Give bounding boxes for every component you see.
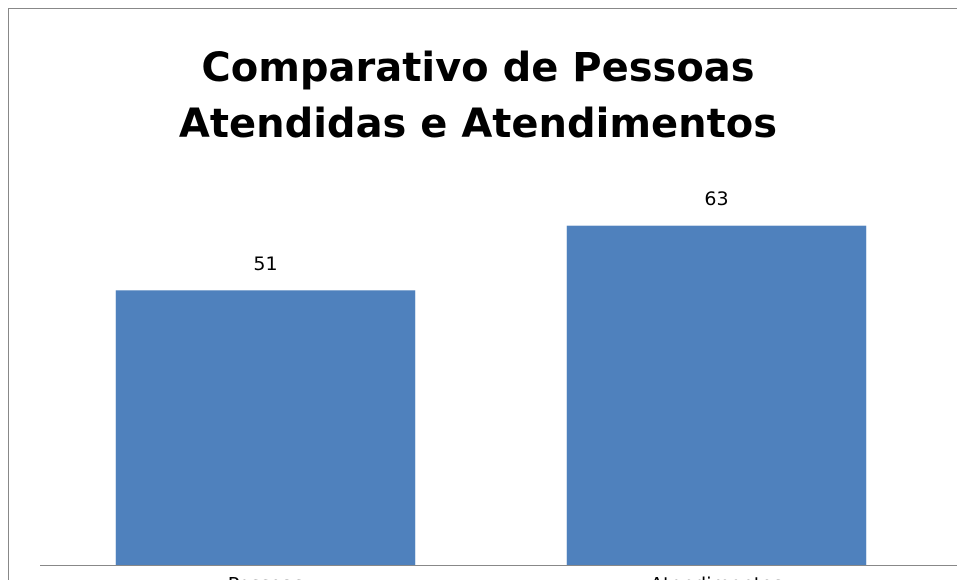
bar — [566, 225, 867, 565]
data-label: 51 — [253, 253, 277, 275]
x-tick-label: Pessoas — [228, 574, 303, 580]
bar — [115, 290, 416, 565]
chart-title: Comparativo de Pessoas Atendidas e Atend… — [178, 45, 778, 147]
chart-border — [8, 8, 957, 580]
data-label: 63 — [704, 188, 728, 210]
x-tick-label: Atendimentos — [650, 574, 782, 580]
